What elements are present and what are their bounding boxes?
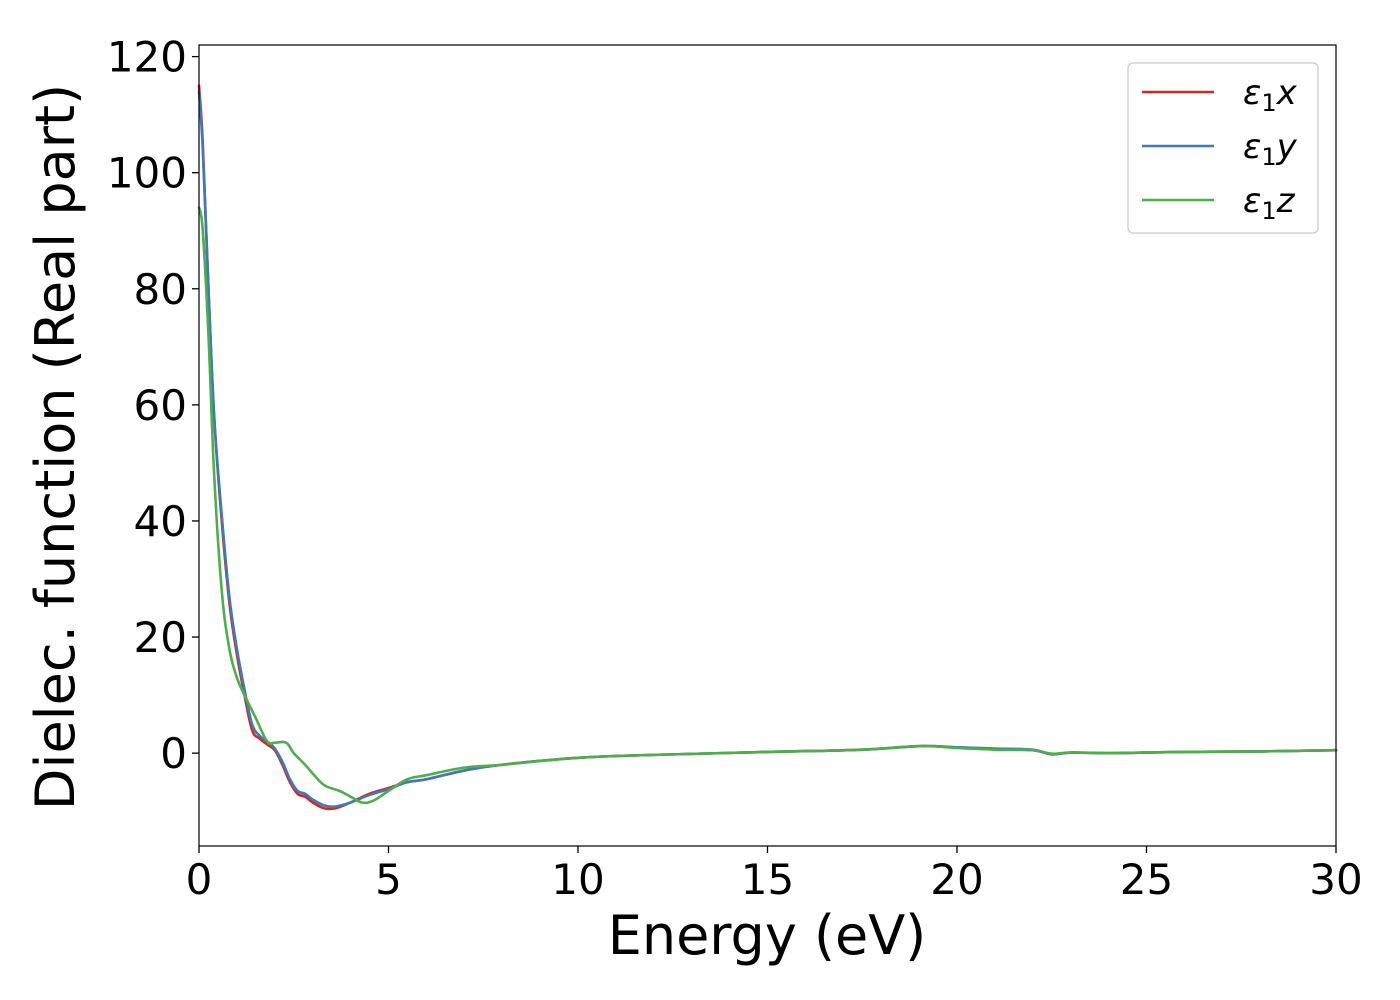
x-tick-label: 30: [1309, 855, 1362, 904]
y-tick-label: 40: [134, 497, 187, 546]
x-tick-label: 25: [1120, 855, 1173, 904]
y-tick-label: 100: [107, 149, 187, 198]
y-tick-label: 80: [134, 265, 187, 314]
y-tick-label: 20: [134, 613, 187, 662]
y-axis-label: Dielec. function (Real part): [24, 84, 87, 810]
legend-label-3: ε1z: [1243, 181, 1296, 225]
legend: ε1x ε1y ε1z: [1127, 62, 1319, 234]
series-layer: [197, 84, 1338, 811]
legend-items: ε1x ε1y ε1z: [1142, 73, 1298, 225]
y-axis-ticks: 0 20 40 60 80 100 120: [107, 33, 199, 778]
legend-label-1: ε1x: [1243, 73, 1298, 117]
y-tick-label: 120: [107, 33, 187, 82]
series-line-3: [197, 206, 1338, 805]
legend-label-2: ε1y: [1243, 127, 1298, 171]
x-tick-label: 15: [741, 855, 794, 904]
x-tick-label: 20: [930, 855, 983, 904]
legend-box: [1127, 62, 1319, 234]
y-tick-label: 0: [160, 729, 187, 778]
x-tick-label: 10: [551, 855, 604, 904]
x-tick-label: 5: [375, 855, 402, 904]
x-tick-label: 0: [186, 855, 213, 904]
x-axis-ticks: 0 5 10 15 20 25 30: [186, 846, 1363, 904]
y-tick-label: 60: [134, 381, 187, 430]
x-axis-label: Energy (eV): [608, 904, 927, 967]
